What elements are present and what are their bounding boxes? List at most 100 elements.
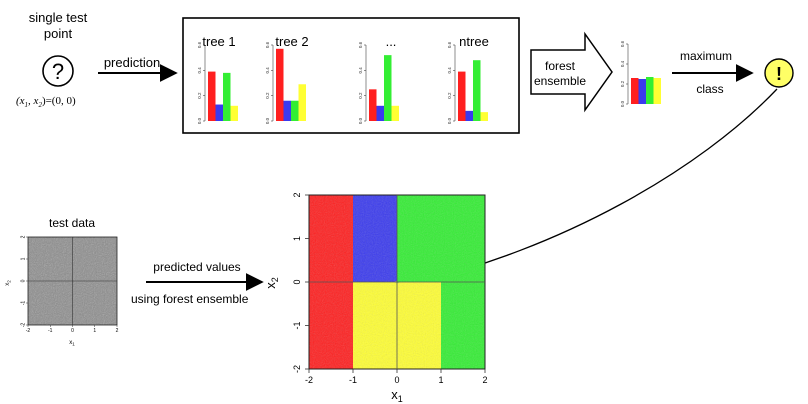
tree-predictions: tree 10.00.20.40.6 tree 20.00.20.40.6 ...0… xyxy=(197,34,489,124)
test-data-ticks: -2 -1 0 1 2 -2 -1 0 1 2 xyxy=(21,235,119,334)
coordinate-label: (x1, x2)=(0, 0) xyxy=(16,95,76,109)
test-y-tick: -1 xyxy=(21,301,27,306)
tree-label: ... xyxy=(386,34,397,49)
y-tick-label: -1 xyxy=(292,321,302,329)
tree-bar-chart: 0.0 0.2 0.4 0.6 xyxy=(447,41,488,124)
test-data-title: test data xyxy=(49,216,95,230)
tree-bar-chart: 0.0 0.2 0.4 0.6 xyxy=(197,41,238,124)
decision-plot-ylabel: x2 xyxy=(263,277,280,289)
predicted-values-arrow: predicted values using forest ensemble xyxy=(131,260,264,306)
bar-green xyxy=(473,60,481,121)
decision-plot-ticks: -2 -1 0 1 2 -2 -1 0 1 2 xyxy=(292,192,488,385)
tree-label: tree 2 xyxy=(275,34,308,49)
class-label: class xyxy=(696,82,723,96)
y-tick-label: 0 xyxy=(292,279,302,284)
mini-tick-label: 0.6 xyxy=(265,41,270,48)
mini-tick-label: 0.2 xyxy=(358,92,363,99)
bar-blue xyxy=(465,110,473,121)
mini-tick-label: 0.4 xyxy=(265,67,270,74)
x-tick-label: 1 xyxy=(438,375,443,385)
test-x-tick: 2 xyxy=(116,328,119,334)
bar-blue xyxy=(283,100,291,121)
tree-3: ... 0.0 0.2 0.4 0.6 xyxy=(358,34,399,124)
bar-blue xyxy=(215,104,223,121)
test-y-tick: 0 xyxy=(21,279,27,282)
bar-yellow xyxy=(391,105,399,121)
maximum-label: maximum xyxy=(680,49,732,63)
x-tick-label: -1 xyxy=(349,375,357,385)
mini-tick-label: 0.6 xyxy=(620,40,625,47)
mini-tick-label: 0.2 xyxy=(265,92,270,99)
result-point: ! xyxy=(764,58,794,88)
mini-tick-label: 0.4 xyxy=(620,60,625,67)
forest-decision-plot: -2 -1 0 1 2 -2 -1 0 1 2 x1 x2 xyxy=(263,192,488,404)
y-tick-label: -2 xyxy=(292,365,302,373)
bar-blue xyxy=(376,105,384,121)
tree-2: tree 2 0.0 0.2 0.4 0.6 xyxy=(265,34,309,124)
mini-tick-label: 0.6 xyxy=(447,41,452,48)
bar-green xyxy=(291,100,299,121)
x-tick-label: 2 xyxy=(482,375,487,385)
single-test-point: single test point ? (x1, x2)=(0, 0) xyxy=(16,10,88,109)
question-mark-symbol: ? xyxy=(52,59,64,84)
bar-blue xyxy=(638,79,646,104)
prediction-arrow: prediction xyxy=(98,55,178,82)
tree-1: tree 1 0.0 0.2 0.4 0.6 xyxy=(197,34,238,124)
mini-tick-label: 0.0 xyxy=(197,117,202,124)
forest-label-line2: ensemble xyxy=(534,74,586,88)
bar-yellow xyxy=(230,105,238,121)
test-x-tick: 1 xyxy=(93,328,96,334)
reference-lines xyxy=(309,195,485,369)
x-tick-label: 0 xyxy=(394,375,399,385)
tree-4: ntree 0.0 0.2 0.4 0.6 xyxy=(447,34,489,124)
y-tick-label: 2 xyxy=(292,192,302,197)
mini-tick-label: 0.4 xyxy=(358,67,363,74)
mini-tick-label: 0.2 xyxy=(447,92,452,99)
predicted-label-line1: predicted values xyxy=(153,260,240,274)
predicted-label-line2: using forest ensemble xyxy=(131,292,249,306)
mini-tick-label: 0.0 xyxy=(620,100,625,107)
mini-tick-label: 0.2 xyxy=(197,92,202,99)
bar-yellow xyxy=(298,84,306,121)
test-data-xlabel: x1 xyxy=(69,340,75,347)
prediction-label: prediction xyxy=(104,55,160,70)
forest-label-line1: forest xyxy=(545,59,576,73)
bar-yellow xyxy=(653,78,661,104)
mini-tick-label: 0.0 xyxy=(358,117,363,124)
bar-green xyxy=(223,72,231,121)
exclamation-circle-icon xyxy=(764,58,794,88)
ensemble-bar-chart: 0.0 0.2 0.4 0.6 xyxy=(620,40,661,107)
mini-tick-label: 0.6 xyxy=(197,41,202,48)
test-y-tick: 1 xyxy=(21,257,27,260)
tree-label: ntree xyxy=(459,34,489,49)
question-mark-circle-icon xyxy=(42,55,74,87)
test-x-tick: -2 xyxy=(26,328,31,334)
test-x-tick: -1 xyxy=(48,328,53,334)
bar-red xyxy=(208,71,216,121)
single-test-title-line2: point xyxy=(44,26,73,41)
mini-tick-label: 0.4 xyxy=(197,67,202,74)
bar-red xyxy=(631,78,639,104)
bar-green xyxy=(384,55,392,122)
test-y-tick: 2 xyxy=(21,235,27,238)
test-data-ylabel: x2 xyxy=(5,280,12,286)
mini-tick-label: 0.0 xyxy=(265,117,270,124)
mini-tick-label: 0.2 xyxy=(620,80,625,87)
x-tick-label: -2 xyxy=(305,375,313,385)
test-x-tick: 0 xyxy=(71,328,74,334)
mini-tick-label: 0.6 xyxy=(358,41,363,48)
exclamation-symbol: ! xyxy=(776,64,782,84)
forest-ensemble-arrow: forest ensemble xyxy=(530,31,613,113)
bar-yellow xyxy=(480,112,488,121)
bar-red xyxy=(276,48,284,121)
maximum-class-arrow: maximum class xyxy=(672,49,754,96)
tree-label: tree 1 xyxy=(202,34,235,49)
tree-bar-chart: 0.0 0.2 0.4 0.6 xyxy=(358,41,399,124)
test-y-tick: -2 xyxy=(21,323,27,328)
single-test-title-line1: single test xyxy=(29,10,88,25)
bar-red xyxy=(458,71,466,121)
bar-green xyxy=(646,77,654,104)
bar-red xyxy=(369,89,377,121)
ensemble-prediction: 0.0 0.2 0.4 0.6 xyxy=(620,40,661,107)
